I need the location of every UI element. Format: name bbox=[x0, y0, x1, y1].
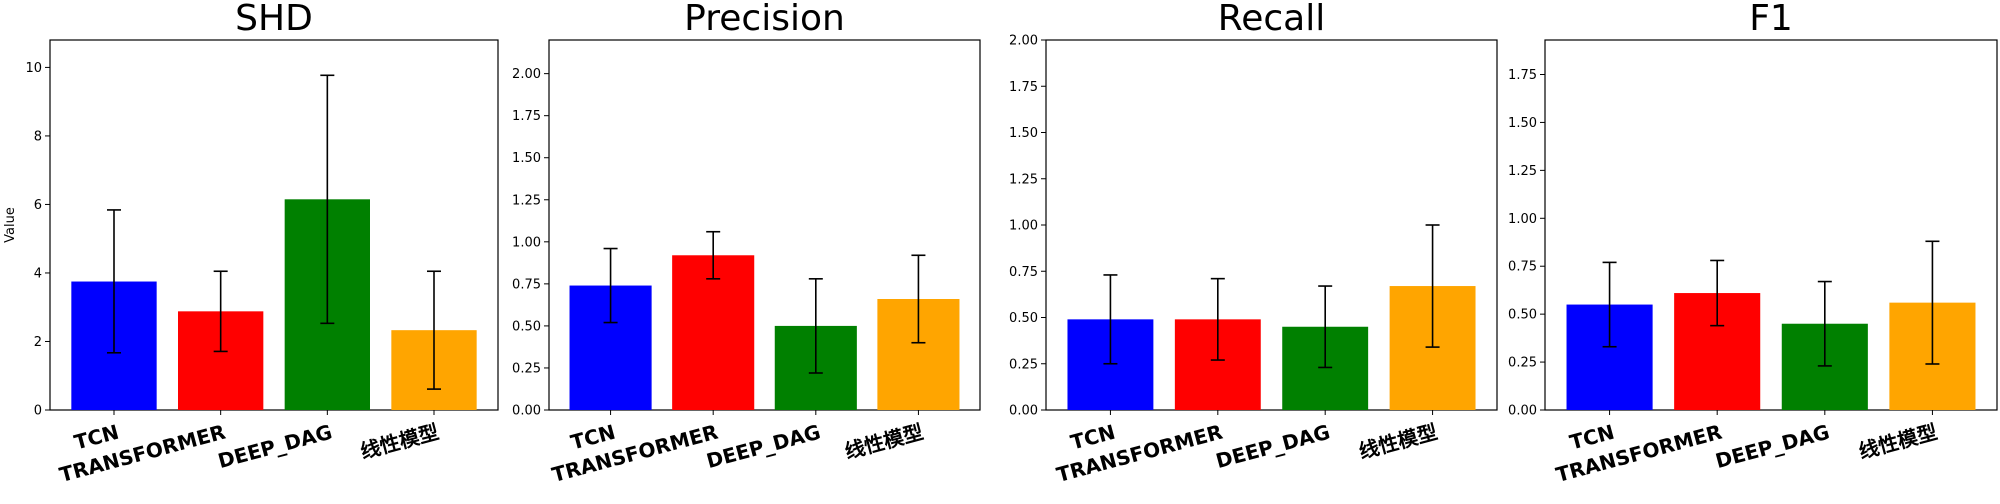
y-tick-label: 0.25 bbox=[1508, 356, 1537, 371]
y-tick-label: 1.00 bbox=[1508, 212, 1537, 227]
chart-panel-2: Recall 0.00 0.25 0.50 0.75 1.00 1.25 1.50 1.75 2.… bbox=[1009, 0, 1498, 487]
panel-title: Recall bbox=[1218, 0, 1325, 39]
y-tick-label: 1.75 bbox=[1508, 68, 1537, 83]
y-tick-label: 2 bbox=[34, 335, 42, 350]
y-tick-label: 1.25 bbox=[1009, 172, 1038, 187]
y-tick-label: 0.75 bbox=[1009, 265, 1038, 280]
y-tick-label: 1.50 bbox=[1508, 116, 1537, 131]
y-tick-label: 1.25 bbox=[1508, 164, 1537, 179]
y-tick-label: 1.75 bbox=[1009, 80, 1038, 95]
y-tick-label: 6 bbox=[34, 198, 42, 213]
y-tick-label: 4 bbox=[34, 266, 42, 281]
y-tick-label: 0.00 bbox=[1009, 404, 1038, 419]
y-tick-label: 1.00 bbox=[512, 235, 541, 250]
bar-TRANSFORMER bbox=[672, 255, 755, 410]
x-tick-label: DEEP_DAG bbox=[215, 420, 334, 473]
x-tick-label: DEEP_DAG bbox=[704, 420, 823, 473]
panel-title: Precision bbox=[684, 0, 845, 39]
y-tick-label: 0.50 bbox=[1009, 311, 1038, 326]
chart-panel-1: Precision 0.00 0.25 0.50 0.75 1.00 1.25 1.50 1.7… bbox=[512, 0, 981, 487]
panel-title: F1 bbox=[1749, 0, 1793, 39]
y-tick-label: 10 bbox=[25, 61, 42, 76]
y-tick-label: 1.00 bbox=[1009, 219, 1038, 234]
y-tick-label: 1.25 bbox=[512, 193, 541, 208]
y-tick-label: 0.75 bbox=[512, 277, 541, 292]
plot-frame bbox=[1544, 39, 1998, 411]
chart-panel-3: F10.000.250.500.751.001.251.501.75TCNTRA… bbox=[1508, 0, 1998, 487]
y-tick-label: 2.00 bbox=[1009, 34, 1038, 49]
y-tick-label: 0.00 bbox=[512, 404, 541, 419]
x-tick-label: DEEP_DAG bbox=[1213, 420, 1332, 473]
y-tick-label: 0 bbox=[34, 404, 42, 419]
y-tick-label: 0.00 bbox=[1508, 404, 1537, 419]
x-tick-label: 线性模型 bbox=[1856, 420, 1939, 464]
y-tick-label: 1.50 bbox=[1009, 126, 1038, 141]
y-tick-label: 0.75 bbox=[1508, 260, 1537, 275]
y-tick-label: 2.00 bbox=[512, 67, 541, 82]
y-tick-label: 8 bbox=[34, 129, 42, 144]
x-tick-label: 线性模型 bbox=[358, 420, 441, 464]
y-tick-label: 0.50 bbox=[512, 319, 541, 334]
panel-title: SHD bbox=[235, 0, 313, 39]
x-tick-label: DEEP_DAG bbox=[1713, 420, 1832, 473]
y-tick-label: 0.25 bbox=[512, 361, 541, 376]
x-tick-label: 线性模型 bbox=[842, 420, 925, 464]
plot-frame bbox=[548, 39, 981, 411]
y-axis-label: Value bbox=[3, 207, 18, 243]
y-tick-label: 0.25 bbox=[1009, 357, 1038, 372]
y-tick-label: 1.75 bbox=[512, 109, 541, 124]
x-tick-label: 线性模型 bbox=[1356, 420, 1439, 464]
plot-frame bbox=[49, 39, 499, 411]
y-tick-label: 1.50 bbox=[512, 151, 541, 166]
y-tick-label: 0.50 bbox=[1508, 308, 1537, 323]
